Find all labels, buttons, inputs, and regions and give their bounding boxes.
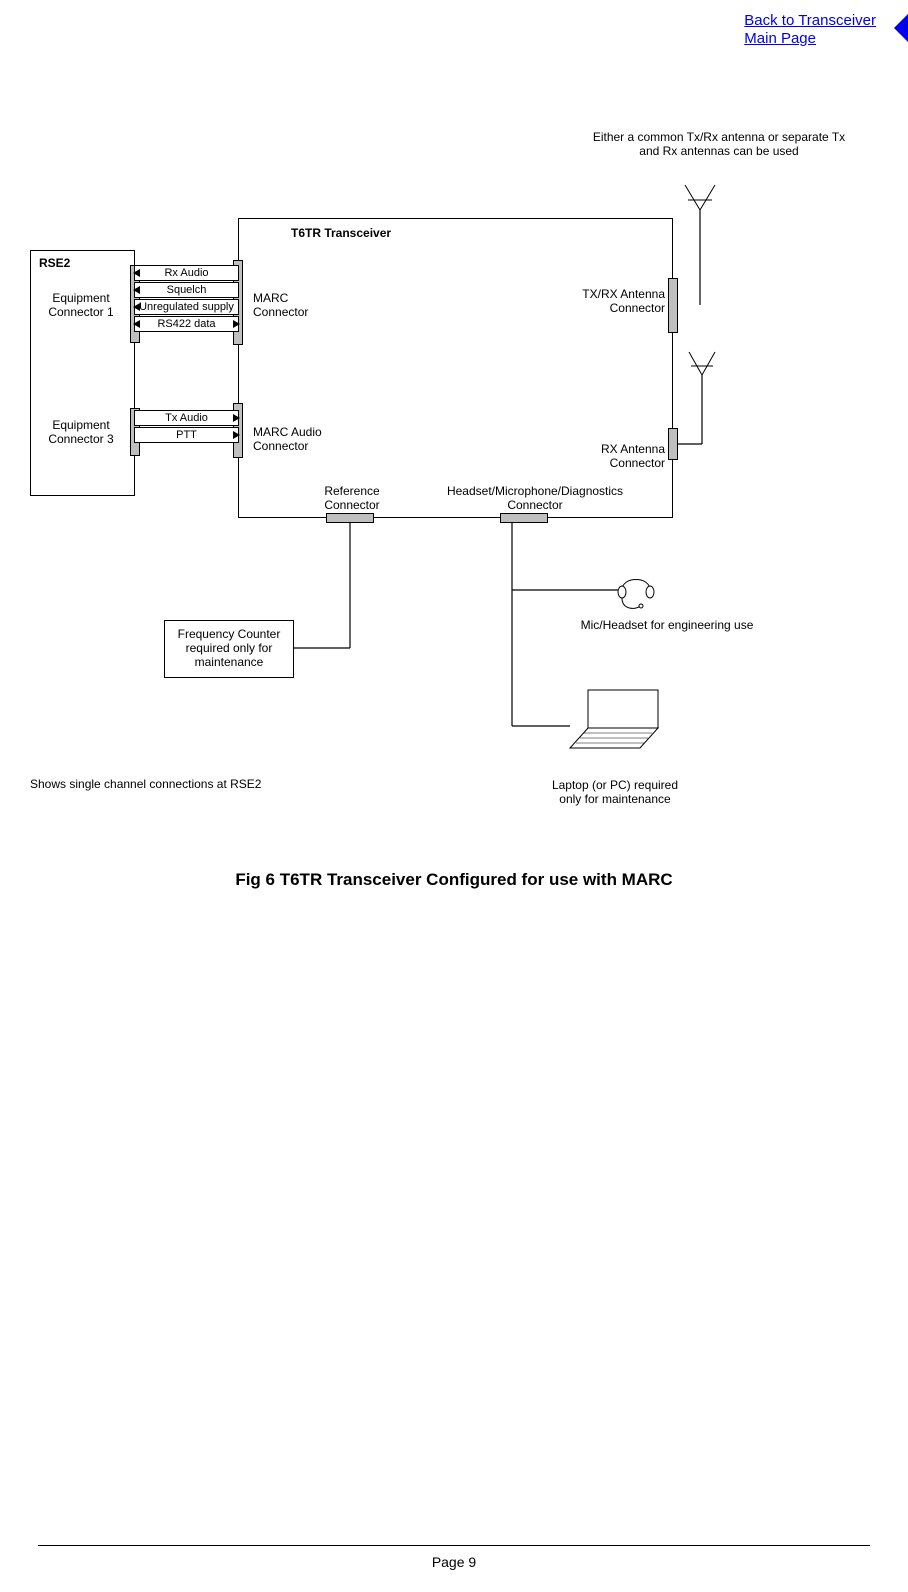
page-number: Page 9	[0, 1554, 908, 1570]
connector-lines	[30, 130, 878, 810]
diagram-container: Either a common Tx/Rx antenna or separat…	[30, 130, 878, 810]
laptop-note-l2: only for maintenance	[559, 792, 670, 806]
back-link[interactable]: Back to Transceiver Main Page	[744, 12, 876, 48]
corner-arrow-icon	[894, 14, 908, 42]
laptop-note-l1: Laptop (or PC) required	[552, 778, 678, 792]
mic-headset-note: Mic/Headset for engineering use	[552, 618, 782, 632]
figure-caption: Fig 6 T6TR Transceiver Configured for us…	[0, 870, 908, 890]
footer-rule	[38, 1545, 870, 1546]
diagram-footnote: Shows single channel connections at RSE2	[30, 778, 261, 792]
laptop-note: Laptop (or PC) required only for mainten…	[530, 778, 700, 806]
back-link-line2: Main Page	[744, 30, 816, 47]
back-link-line1: Back to Transceiver	[744, 12, 876, 29]
